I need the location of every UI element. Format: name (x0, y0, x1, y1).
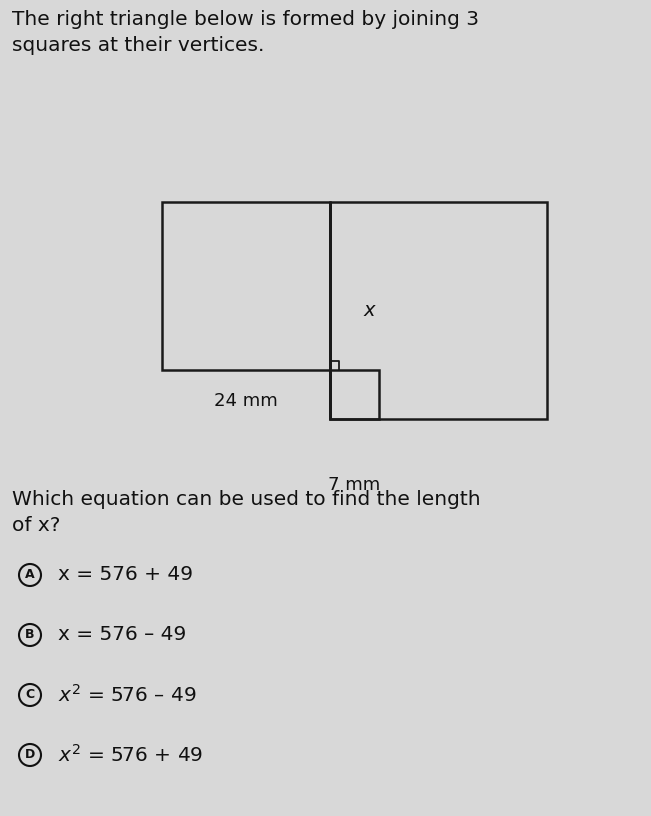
Text: $x^2$ = 576 + 49: $x^2$ = 576 + 49 (58, 744, 203, 766)
Text: $x^2$ = 576 – 49: $x^2$ = 576 – 49 (58, 684, 197, 706)
Text: 7 mm: 7 mm (328, 476, 381, 494)
Text: D: D (25, 748, 35, 761)
Text: The right triangle below is formed by joining 3
squares at their vertices.: The right triangle below is formed by jo… (12, 10, 479, 55)
Text: x = 576 + 49: x = 576 + 49 (58, 565, 193, 584)
Text: Which equation can be used to find the length
of x?: Which equation can be used to find the l… (12, 490, 480, 534)
Text: C: C (25, 689, 35, 702)
Text: 24 mm: 24 mm (214, 392, 278, 410)
Text: x: x (363, 301, 375, 320)
Text: A: A (25, 569, 35, 582)
Text: B: B (25, 628, 35, 641)
Text: x = 576 – 49: x = 576 – 49 (58, 626, 186, 645)
